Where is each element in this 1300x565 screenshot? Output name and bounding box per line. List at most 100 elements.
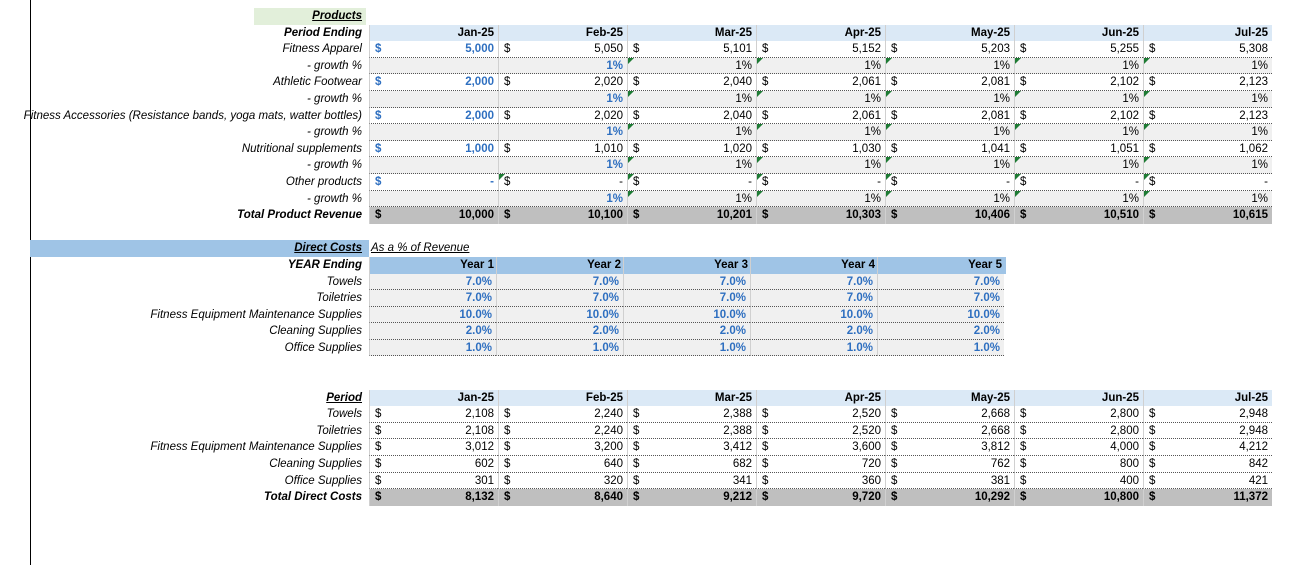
value-cell[interactable]: $2,668 (885, 406, 1014, 423)
value-cell[interactable]: 1% (885, 57, 1014, 75)
value-cell[interactable]: 1% (885, 124, 1014, 141)
value-cell[interactable]: 1% (1143, 190, 1272, 208)
percent-cell[interactable]: 7.0% (877, 290, 1004, 307)
value-cell[interactable]: $2,948 (1143, 422, 1272, 440)
value-cell[interactable]: $5,000 (369, 41, 498, 58)
value-cell[interactable]: $1,041 (885, 140, 1014, 158)
direct-costs-note[interactable]: As a % of Revenue (371, 242, 470, 255)
value-cell[interactable]: $602 (369, 456, 498, 473)
value-cell[interactable]: $4,000 (1014, 439, 1143, 457)
direct-costs-title[interactable]: Direct Costs (294, 242, 362, 255)
column-header[interactable]: Mar-25 (627, 389, 756, 407)
total-product-row-label[interactable]: Total Product Revenue (237, 209, 362, 222)
value-cell[interactable]: $2,240 (498, 422, 627, 440)
value-cell[interactable]: $5,255 (1014, 41, 1143, 58)
value-cell[interactable]: $2,388 (627, 422, 756, 440)
percent-cell[interactable]: 7.0% (750, 290, 877, 307)
value-cell[interactable]: $2,668 (885, 422, 1014, 440)
value-cell[interactable]: 1% (885, 90, 1014, 108)
percent-cell[interactable]: 10.0% (877, 306, 1004, 324)
percent-cell[interactable]: 10.0% (750, 306, 877, 324)
column-header[interactable]: Feb-25 (498, 389, 627, 407)
value-cell[interactable]: $10,292 (885, 489, 1014, 506)
percent-cell[interactable]: 1.0% (750, 339, 877, 357)
value-cell[interactable] (369, 90, 498, 108)
value-cell[interactable]: 1% (756, 124, 885, 141)
value-cell[interactable]: 1% (498, 190, 627, 208)
value-cell[interactable]: $1,030 (756, 140, 885, 158)
value-cell[interactable]: 1% (1014, 190, 1143, 208)
percent-cell[interactable]: 7.0% (496, 290, 623, 307)
value-cell[interactable]: $421 (1143, 472, 1272, 490)
value-cell[interactable]: $10,303 (756, 207, 885, 224)
value-cell[interactable]: $2,123 (1143, 107, 1272, 125)
value-cell[interactable]: $400 (1014, 472, 1143, 490)
value-cell[interactable]: $800 (1014, 456, 1143, 473)
value-cell[interactable]: $10,800 (1014, 489, 1143, 506)
growth-row-label[interactable]: - growth % (307, 92, 362, 105)
value-cell[interactable]: 1% (627, 157, 756, 174)
percent-cell[interactable]: 7.0% (623, 290, 750, 307)
value-cell[interactable]: $842 (1143, 456, 1272, 473)
value-cell[interactable]: $2,388 (627, 406, 756, 423)
value-cell[interactable]: $10,000 (369, 207, 498, 224)
growth-row-label[interactable]: - growth % (307, 159, 362, 172)
product-row-label[interactable]: Athletic Footwear (273, 76, 362, 89)
value-cell[interactable] (369, 57, 498, 75)
percent-cell[interactable]: 7.0% (369, 273, 496, 291)
value-cell[interactable]: $2,123 (1143, 74, 1272, 91)
value-cell[interactable]: $2,948 (1143, 406, 1272, 423)
value-cell[interactable]: $ - (756, 173, 885, 191)
period-label[interactable]: Period (326, 391, 362, 404)
value-cell[interactable]: $2,081 (885, 107, 1014, 125)
value-cell[interactable]: $ - (498, 173, 627, 191)
value-cell[interactable]: 1% (627, 190, 756, 208)
value-cell[interactable]: 1% (1014, 124, 1143, 141)
value-cell[interactable]: $640 (498, 456, 627, 473)
total-direct-costs-row-label[interactable]: Total Direct Costs (264, 491, 362, 504)
value-cell[interactable]: $2,040 (627, 107, 756, 125)
value-cell[interactable]: $720 (756, 456, 885, 473)
period-cost-row-label[interactable]: Towels (326, 408, 362, 421)
value-cell[interactable]: 1% (756, 157, 885, 174)
value-cell[interactable]: 1% (498, 124, 627, 141)
product-row-label[interactable]: Fitness Accessories (Resistance bands, y… (23, 109, 362, 122)
percent-cell[interactable]: 10.0% (623, 306, 750, 324)
value-cell[interactable]: 1% (1143, 157, 1272, 174)
value-cell[interactable]: 1% (756, 90, 885, 108)
column-header[interactable]: Jun-25 (1014, 24, 1143, 42)
value-cell[interactable]: $5,152 (756, 41, 885, 58)
value-cell[interactable]: $8,132 (369, 489, 498, 506)
value-cell[interactable]: $1,020 (627, 140, 756, 158)
value-cell[interactable]: $2,520 (756, 422, 885, 440)
value-cell[interactable] (369, 157, 498, 174)
value-cell[interactable]: $2,240 (498, 406, 627, 423)
column-header[interactable]: May-25 (885, 389, 1014, 407)
value-cell[interactable] (369, 124, 498, 141)
value-cell[interactable]: $8,640 (498, 489, 627, 506)
value-cell[interactable]: $682 (627, 456, 756, 473)
percent-cell[interactable]: 7.0% (623, 273, 750, 291)
value-cell[interactable]: $2,061 (756, 107, 885, 125)
value-cell[interactable] (369, 190, 498, 208)
value-cell[interactable]: $2,800 (1014, 422, 1143, 440)
value-cell[interactable]: $1,062 (1143, 140, 1272, 158)
column-header[interactable]: Jul-25 (1143, 24, 1272, 42)
direct-cost-row-label[interactable]: Toiletries (316, 292, 362, 305)
value-cell[interactable]: $3,200 (498, 439, 627, 457)
percent-cell[interactable]: 1.0% (369, 339, 496, 357)
value-cell[interactable]: $3,812 (885, 439, 1014, 457)
value-cell[interactable]: $360 (756, 472, 885, 490)
value-cell[interactable]: 1% (1143, 124, 1272, 141)
value-cell[interactable]: $9,212 (627, 489, 756, 506)
product-row-label[interactable]: Fitness Apparel (282, 43, 362, 56)
value-cell[interactable]: $5,308 (1143, 41, 1272, 58)
column-header[interactable]: Year 3 (623, 256, 752, 274)
value-cell[interactable]: 1% (885, 190, 1014, 208)
value-cell[interactable]: 1% (756, 190, 885, 208)
percent-cell[interactable]: 2.0% (623, 323, 750, 340)
column-header[interactable]: Year 5 (877, 256, 1006, 274)
value-cell[interactable]: 1% (885, 157, 1014, 174)
percent-cell[interactable]: 2.0% (496, 323, 623, 340)
growth-row-label[interactable]: - growth % (307, 126, 362, 139)
